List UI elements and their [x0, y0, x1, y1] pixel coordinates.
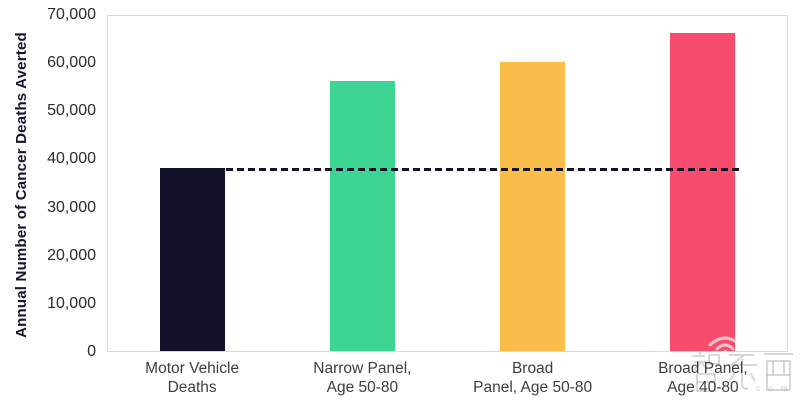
reference-line [159, 167, 744, 171]
bar-motor-vehicle-deaths [159, 168, 225, 351]
x-axis-label-narrow-panel-age-50-80: Narrow Panel, Age 50-80 [313, 360, 412, 396]
plot-area [107, 15, 788, 352]
bar-broad-panel-age-40-80 [670, 33, 736, 351]
bar-narrow-panel-age-50-80 [329, 81, 395, 351]
y-tick-label-10000: 10,000 [47, 294, 96, 312]
y-tick-label-50000: 50,000 [47, 102, 96, 120]
x-axis-label-motor-vehicle-deaths: Motor Vehicle Deaths [145, 360, 240, 396]
y-tick-label-70000: 70,000 [47, 6, 96, 23]
x-axis-label-broad-panel-age-40-80: Broad Panel, Age 40-80 [658, 360, 748, 396]
y-tick-label-40000: 40,000 [47, 150, 96, 168]
y-tick-label-20000: 20,000 [47, 246, 96, 264]
bar-broad-panel-age-50-80 [500, 62, 566, 351]
y-tick-label-0: 0 [87, 343, 96, 360]
x-axis-label-broad-panel-age-50-80: Broad Panel, Age 50-80 [473, 360, 593, 396]
y-tick-label-60000: 60,000 [47, 54, 96, 72]
y-tick-label-30000: 30,000 [47, 198, 96, 216]
